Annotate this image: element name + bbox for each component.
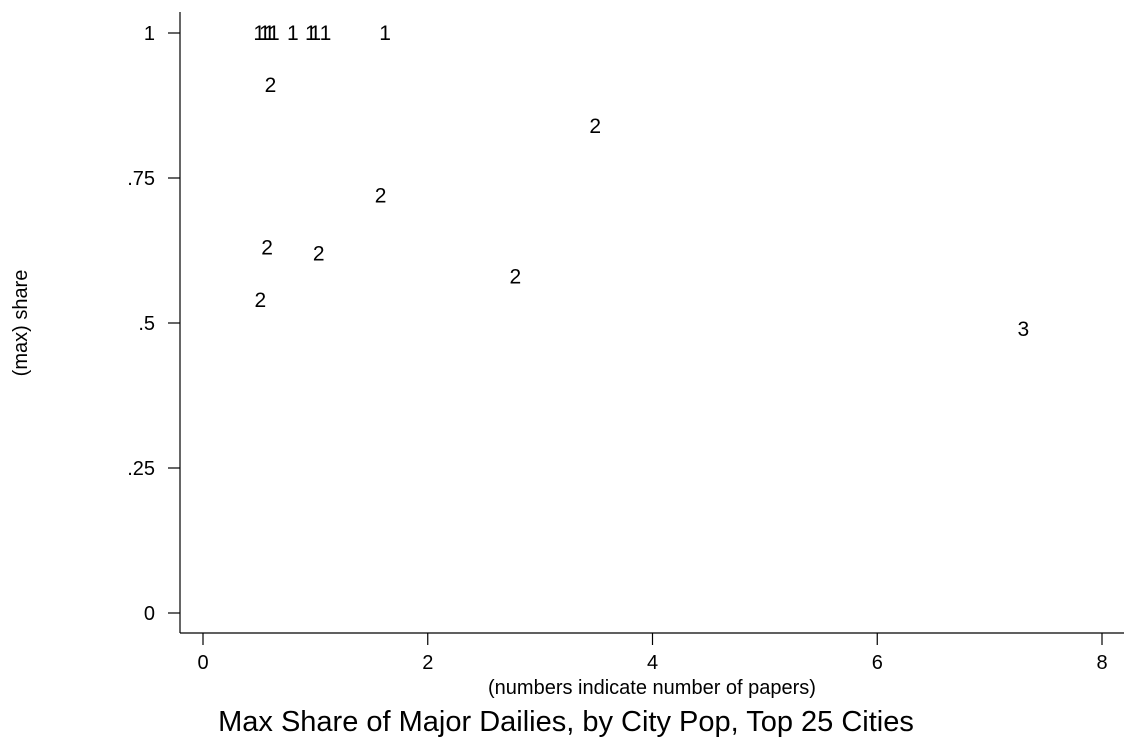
y-axis-label: (max) share	[10, 270, 32, 377]
y-tick-label: .75	[127, 168, 155, 190]
data-point-label: 2	[589, 115, 601, 138]
data-point-label: 1	[287, 22, 299, 45]
y-tick-label: .25	[127, 458, 155, 480]
data-point-label: 1	[253, 22, 265, 45]
data-point-label: 1	[379, 22, 391, 45]
data-point-label: 1	[259, 22, 271, 45]
y-tick-label: 0	[144, 603, 155, 625]
data-point-label: 1	[305, 22, 317, 45]
x-tick-label: 0	[197, 652, 208, 674]
data-point-label: 2	[510, 266, 522, 289]
data-point-label: 2	[375, 184, 387, 207]
data-point-label: 1	[263, 22, 275, 45]
data-point-label: 1	[310, 22, 322, 45]
x-tick-label: 4	[647, 652, 658, 674]
x-tick-label: 6	[872, 652, 883, 674]
data-point-label: 2	[254, 289, 266, 312]
data-point-label: 3	[1017, 318, 1029, 341]
data-point-label: 1	[320, 22, 332, 45]
y-tick-label: .5	[138, 313, 155, 335]
chart-title: Max Share of Major Dailies, by City Pop,…	[218, 706, 914, 738]
data-point-label: 2	[313, 242, 325, 265]
x-tick-label: 2	[422, 652, 433, 674]
data-point-label: 2	[265, 74, 277, 97]
data-point-label: 2	[261, 237, 273, 260]
x-tick-label: 8	[1096, 652, 1107, 674]
data-point-label: 1	[268, 22, 280, 45]
y-tick-label: 1	[144, 23, 155, 45]
x-axis-label: (numbers indicate number of papers)	[488, 677, 816, 699]
